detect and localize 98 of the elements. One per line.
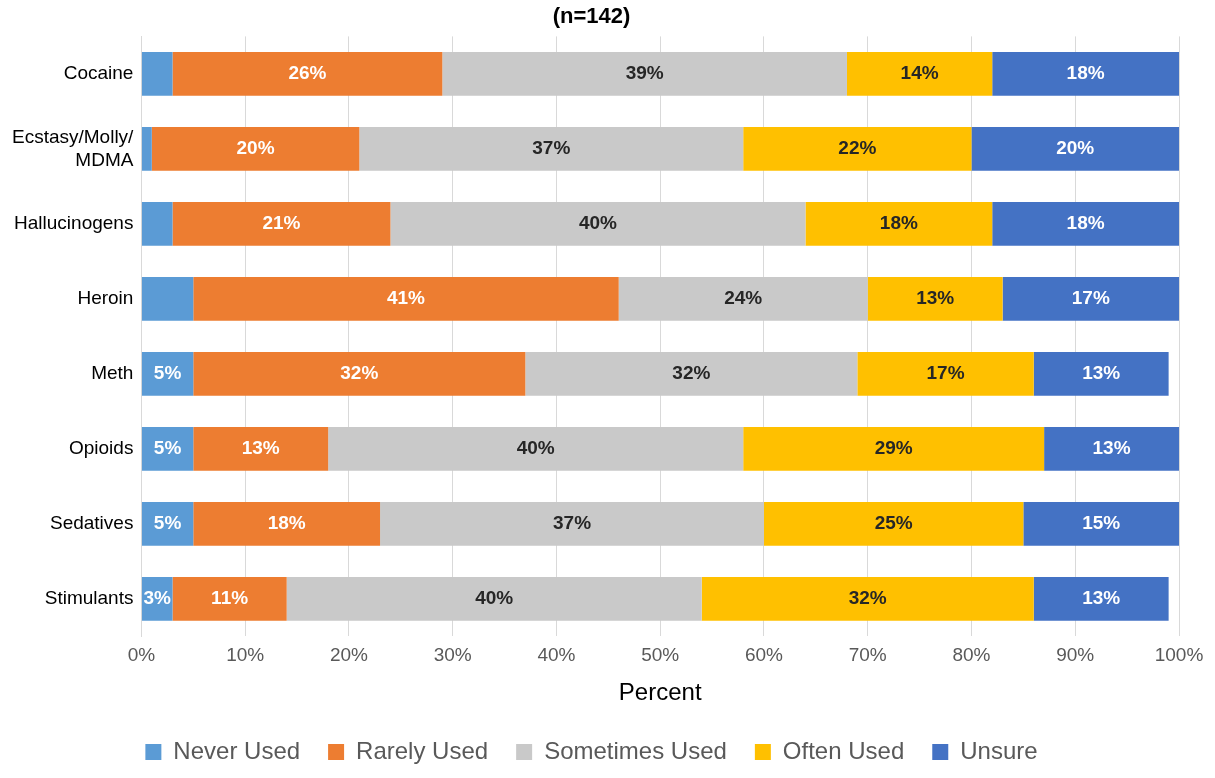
- data-label: 5%: [153, 512, 182, 534]
- y-tick-label: Sedatives: [49, 512, 134, 534]
- y-tick-label: Cocaine: [63, 62, 134, 84]
- x-tick-label: 20%: [329, 644, 369, 666]
- bar: [763, 501, 1024, 546]
- y-tick-label: Hallucinogens: [14, 212, 134, 234]
- bar: [525, 351, 858, 396]
- data-label: 14%: [900, 62, 939, 84]
- bar: [992, 51, 1179, 96]
- data-label: 32%: [340, 362, 379, 384]
- chart-title: (n=142): [552, 3, 631, 29]
- bar: [141, 126, 152, 171]
- bar: [193, 351, 526, 396]
- data-label: 13%: [1082, 362, 1121, 384]
- y-tick-label: Meth: [91, 362, 134, 384]
- data-label: 39%: [625, 62, 664, 84]
- x-tick-label: 30%: [433, 644, 472, 666]
- data-label: 13%: [1082, 587, 1121, 609]
- data-label: 37%: [532, 137, 571, 159]
- y-tick-label: Heroin: [77, 287, 134, 309]
- data-label: 40%: [578, 212, 618, 234]
- bar: [172, 51, 443, 96]
- x-tick-label: 80%: [952, 644, 991, 666]
- data-label: 13%: [916, 287, 955, 309]
- bar: [1033, 351, 1169, 396]
- bar: [172, 201, 391, 246]
- x-tick-label: 40%: [537, 644, 576, 666]
- bar: [172, 576, 287, 621]
- data-label: 20%: [1056, 137, 1095, 159]
- x-tick-label: 70%: [848, 644, 887, 666]
- legend-label: Never Used: [173, 736, 301, 764]
- bar: [286, 576, 702, 621]
- bar: [390, 201, 806, 246]
- x-tick-label: 10%: [226, 644, 265, 666]
- bar: [193, 426, 329, 471]
- data-label: 40%: [516, 437, 555, 459]
- bar: [380, 501, 764, 546]
- data-label: 22%: [838, 137, 877, 159]
- bar: [743, 426, 1045, 471]
- data-label: 18%: [879, 212, 918, 234]
- bar: [193, 276, 619, 321]
- bar: [1044, 426, 1179, 471]
- bar: [971, 126, 1179, 171]
- bar: [857, 351, 1034, 396]
- data-label: 20%: [236, 137, 275, 159]
- data-label: 40%: [475, 587, 514, 609]
- data-label: 17%: [926, 362, 965, 384]
- data-label: 29%: [874, 437, 913, 459]
- data-label: 17%: [1071, 287, 1110, 309]
- bar: [141, 201, 173, 246]
- data-label: 5%: [153, 362, 182, 384]
- bar: [151, 126, 360, 171]
- data-label: 25%: [874, 512, 913, 534]
- bar: [867, 276, 1003, 321]
- x-tick-label: 60%: [744, 644, 784, 666]
- data-label: 18%: [1066, 212, 1105, 234]
- bar: [618, 276, 868, 321]
- y-tick-label: Ecstasy/Molly/ MDMA: [11, 125, 135, 170]
- bar: [328, 426, 744, 471]
- data-label: 21%: [262, 212, 301, 234]
- bar: [1033, 576, 1169, 621]
- data-label: 24%: [724, 287, 763, 309]
- data-label: 13%: [1092, 437, 1131, 459]
- x-tick-label: 100%: [1154, 644, 1204, 666]
- bar: [193, 501, 381, 546]
- data-label: 26%: [288, 62, 327, 84]
- data-label: 13%: [241, 437, 280, 459]
- bar: [992, 201, 1179, 246]
- data-label: 32%: [672, 362, 711, 384]
- data-label: 37%: [553, 512, 592, 534]
- data-label: 11%: [211, 587, 249, 609]
- legend-label: Unsure: [960, 736, 1038, 764]
- bar: [1002, 276, 1179, 321]
- x-tick-label: 90%: [1056, 644, 1095, 666]
- data-label: 18%: [267, 512, 306, 534]
- bar: [846, 51, 993, 96]
- data-label: 15%: [1082, 512, 1121, 534]
- y-tick-label: Opioids: [68, 437, 134, 459]
- legend-label: Rarely Used: [356, 736, 489, 764]
- bar: [1023, 501, 1179, 546]
- y-tick-label: Stimulants: [44, 587, 134, 609]
- legend-label: Often Used: [782, 736, 905, 764]
- bar: [701, 576, 1034, 621]
- x-tick-label: 0%: [127, 644, 156, 666]
- x-tick-label: 50%: [641, 644, 680, 666]
- data-label: 32%: [848, 587, 887, 609]
- data-label: 5%: [153, 437, 182, 459]
- data-label: 41%: [386, 287, 426, 309]
- data-label: 18%: [1066, 62, 1105, 84]
- bar: [805, 201, 993, 246]
- bar: [743, 126, 972, 171]
- x-axis-title: Percent: [618, 678, 702, 706]
- bar: [359, 126, 744, 171]
- bar: [141, 51, 173, 96]
- legend-label: Sometimes Used: [544, 736, 727, 764]
- bar: [141, 276, 194, 321]
- bar: [442, 51, 847, 96]
- data-label: 3%: [143, 587, 172, 609]
